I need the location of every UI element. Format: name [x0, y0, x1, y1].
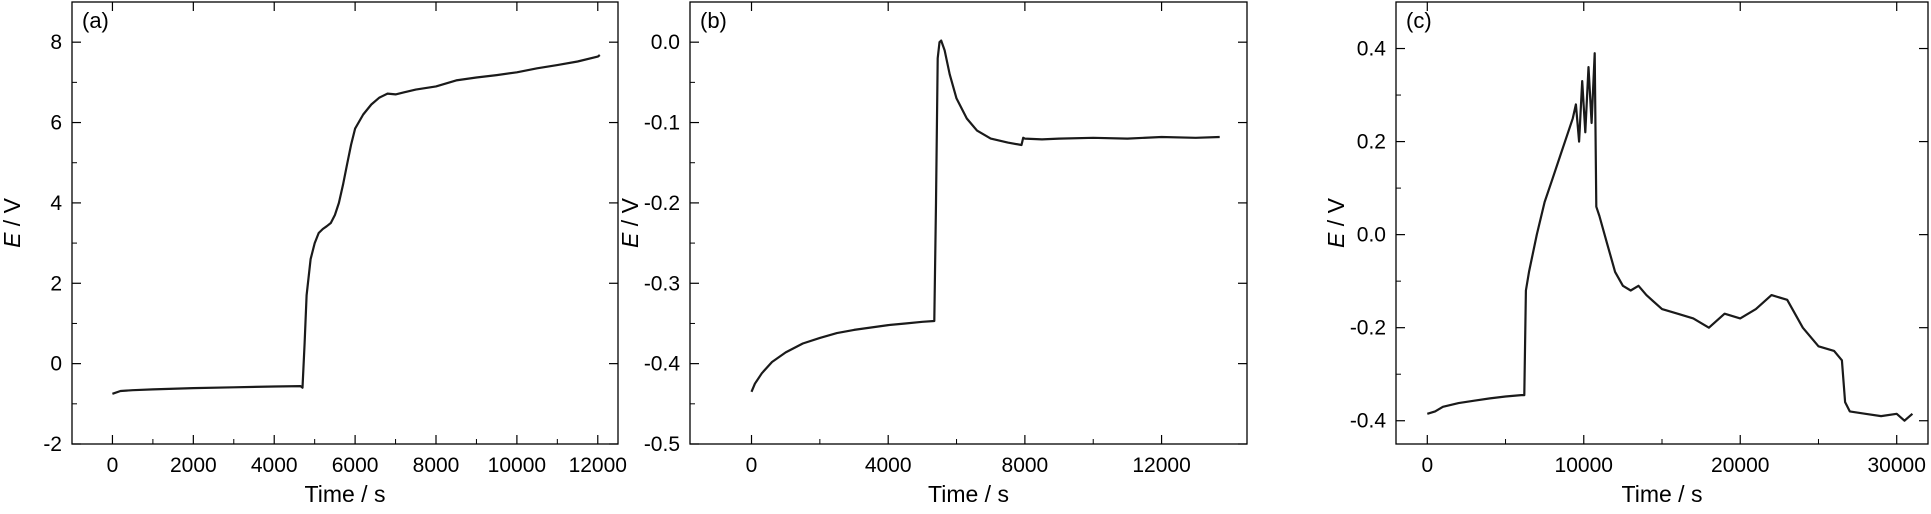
y-axis-symbol: E	[617, 232, 643, 248]
x-tick-label: 6000	[332, 454, 379, 477]
y-tick-label: 0.4	[1357, 38, 1387, 61]
y-tick-label: -0.1	[644, 112, 680, 135]
x-axis-title: Time / s	[1622, 481, 1703, 507]
y-axis-symbol: E	[1323, 232, 1349, 248]
y-tick-label: -0.3	[644, 272, 680, 295]
y-axis-unit: / V	[617, 197, 643, 232]
x-tick-label: 0	[746, 454, 758, 477]
x-tick-label: 30000	[1868, 454, 1926, 477]
plot-frame	[1395, 1, 1929, 445]
y-axis-title: E / V	[1323, 197, 1349, 248]
x-tick-label: 12000	[569, 454, 627, 477]
y-tick-label: 2	[50, 272, 62, 295]
x-tick-label: 8000	[1002, 454, 1049, 477]
y-tick-label: 0.0	[1357, 224, 1386, 247]
chart-panel-3: 0 10000 20000 30000 -0.4 -0.2 0.0 0.2 0.4 Time / …	[1323, 1, 1929, 507]
x-tick-label: 8000	[413, 454, 460, 477]
y-tick-label: -0.5	[644, 433, 680, 456]
y-axis-unit: / V	[0, 197, 25, 232]
y-tick-label: 6	[50, 112, 62, 135]
x-tick-label: 10000	[1555, 454, 1613, 477]
plot-frame	[689, 1, 1248, 445]
y-axis-title: E / V	[617, 197, 643, 248]
y-tick-label: 0.0	[651, 31, 680, 54]
panel-label: (b)	[700, 8, 727, 33]
series-line-1	[750, 39, 1220, 393]
y-tick-label: -0.2	[644, 192, 680, 215]
y-tick-label: -0.4	[1350, 410, 1387, 433]
y-tick-label: -0.4	[644, 353, 681, 376]
x-tick-label: 0	[107, 454, 119, 477]
y-tick-label: -0.2	[1350, 317, 1386, 340]
chart-panel-1: 0 2000 4000 6000 8000 10000 12000 -2 0 2 4 6 8 Time /…	[0, 1, 627, 507]
y-tick-label: 0.2	[1357, 131, 1386, 154]
y-tick-label: 8	[50, 31, 62, 54]
y-axis-symbol: E	[0, 232, 25, 248]
x-tick-label: 4000	[865, 454, 912, 477]
y-tick-label: 4	[50, 192, 62, 215]
x-tick-label: 20000	[1711, 454, 1769, 477]
x-tick-label: 2000	[170, 454, 217, 477]
panel-label: (a)	[82, 8, 109, 33]
y-axis-title: E / V	[0, 197, 25, 248]
x-tick-label: 0	[1421, 454, 1433, 477]
x-tick-label: 4000	[251, 454, 298, 477]
plot-frame	[71, 1, 619, 445]
y-tick-label: 0	[50, 353, 62, 376]
x-tick-label: 12000	[1132, 454, 1190, 477]
y-axis-unit: / V	[1323, 197, 1349, 232]
x-tick-label: 10000	[488, 454, 546, 477]
x-axis-title: Time / s	[928, 481, 1009, 507]
series-line-1	[1426, 52, 1914, 422]
chart-panel-2: 0 4000 8000 12000 -0.5 -0.4 -0.3 -0.2 -0.1 0.0 Tim…	[617, 1, 1248, 507]
panel-label: (c)	[1406, 8, 1432, 33]
x-axis-title: Time / s	[305, 481, 386, 507]
series-line-1	[112, 54, 601, 395]
y-tick-label: -2	[43, 433, 62, 456]
